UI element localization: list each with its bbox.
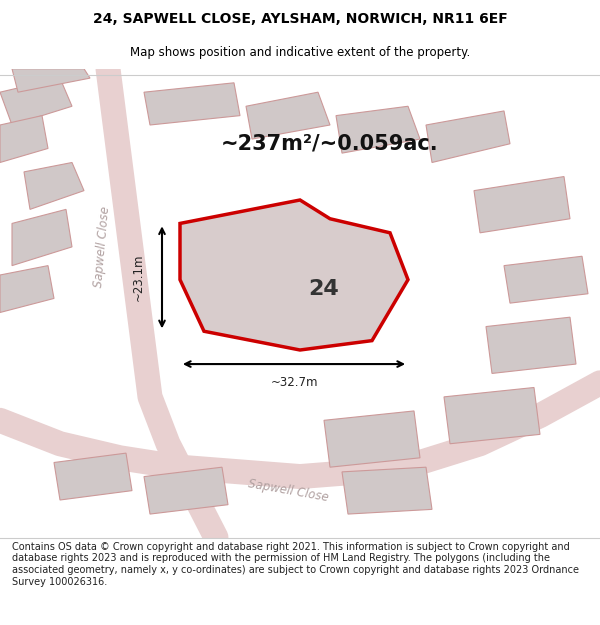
Polygon shape — [144, 82, 240, 125]
Polygon shape — [12, 209, 72, 266]
Text: Sapwell Close: Sapwell Close — [92, 206, 112, 288]
Polygon shape — [54, 453, 132, 500]
Text: 24, SAPWELL CLOSE, AYLSHAM, NORWICH, NR11 6EF: 24, SAPWELL CLOSE, AYLSHAM, NORWICH, NR1… — [92, 12, 508, 26]
Polygon shape — [0, 266, 54, 312]
Polygon shape — [180, 200, 408, 350]
Text: Contains OS data © Crown copyright and database right 2021. This information is : Contains OS data © Crown copyright and d… — [12, 542, 579, 587]
Polygon shape — [504, 256, 588, 303]
Text: ~237m²/~0.059ac.: ~237m²/~0.059ac. — [221, 134, 439, 154]
Text: Map shows position and indicative extent of the property.: Map shows position and indicative extent… — [130, 46, 470, 59]
Text: ~32.7m: ~32.7m — [270, 376, 318, 389]
Polygon shape — [426, 111, 510, 162]
Polygon shape — [0, 116, 48, 162]
Text: Sapwell Close: Sapwell Close — [247, 477, 329, 504]
Text: ~23.1m: ~23.1m — [131, 254, 145, 301]
Polygon shape — [0, 78, 72, 125]
Polygon shape — [324, 411, 420, 468]
Polygon shape — [336, 106, 420, 153]
Polygon shape — [342, 468, 432, 514]
Polygon shape — [444, 388, 540, 444]
Polygon shape — [474, 176, 570, 232]
Text: 24: 24 — [308, 279, 340, 299]
Polygon shape — [486, 317, 576, 373]
Polygon shape — [12, 69, 90, 92]
Polygon shape — [24, 162, 84, 209]
Polygon shape — [144, 468, 228, 514]
Polygon shape — [246, 92, 330, 139]
